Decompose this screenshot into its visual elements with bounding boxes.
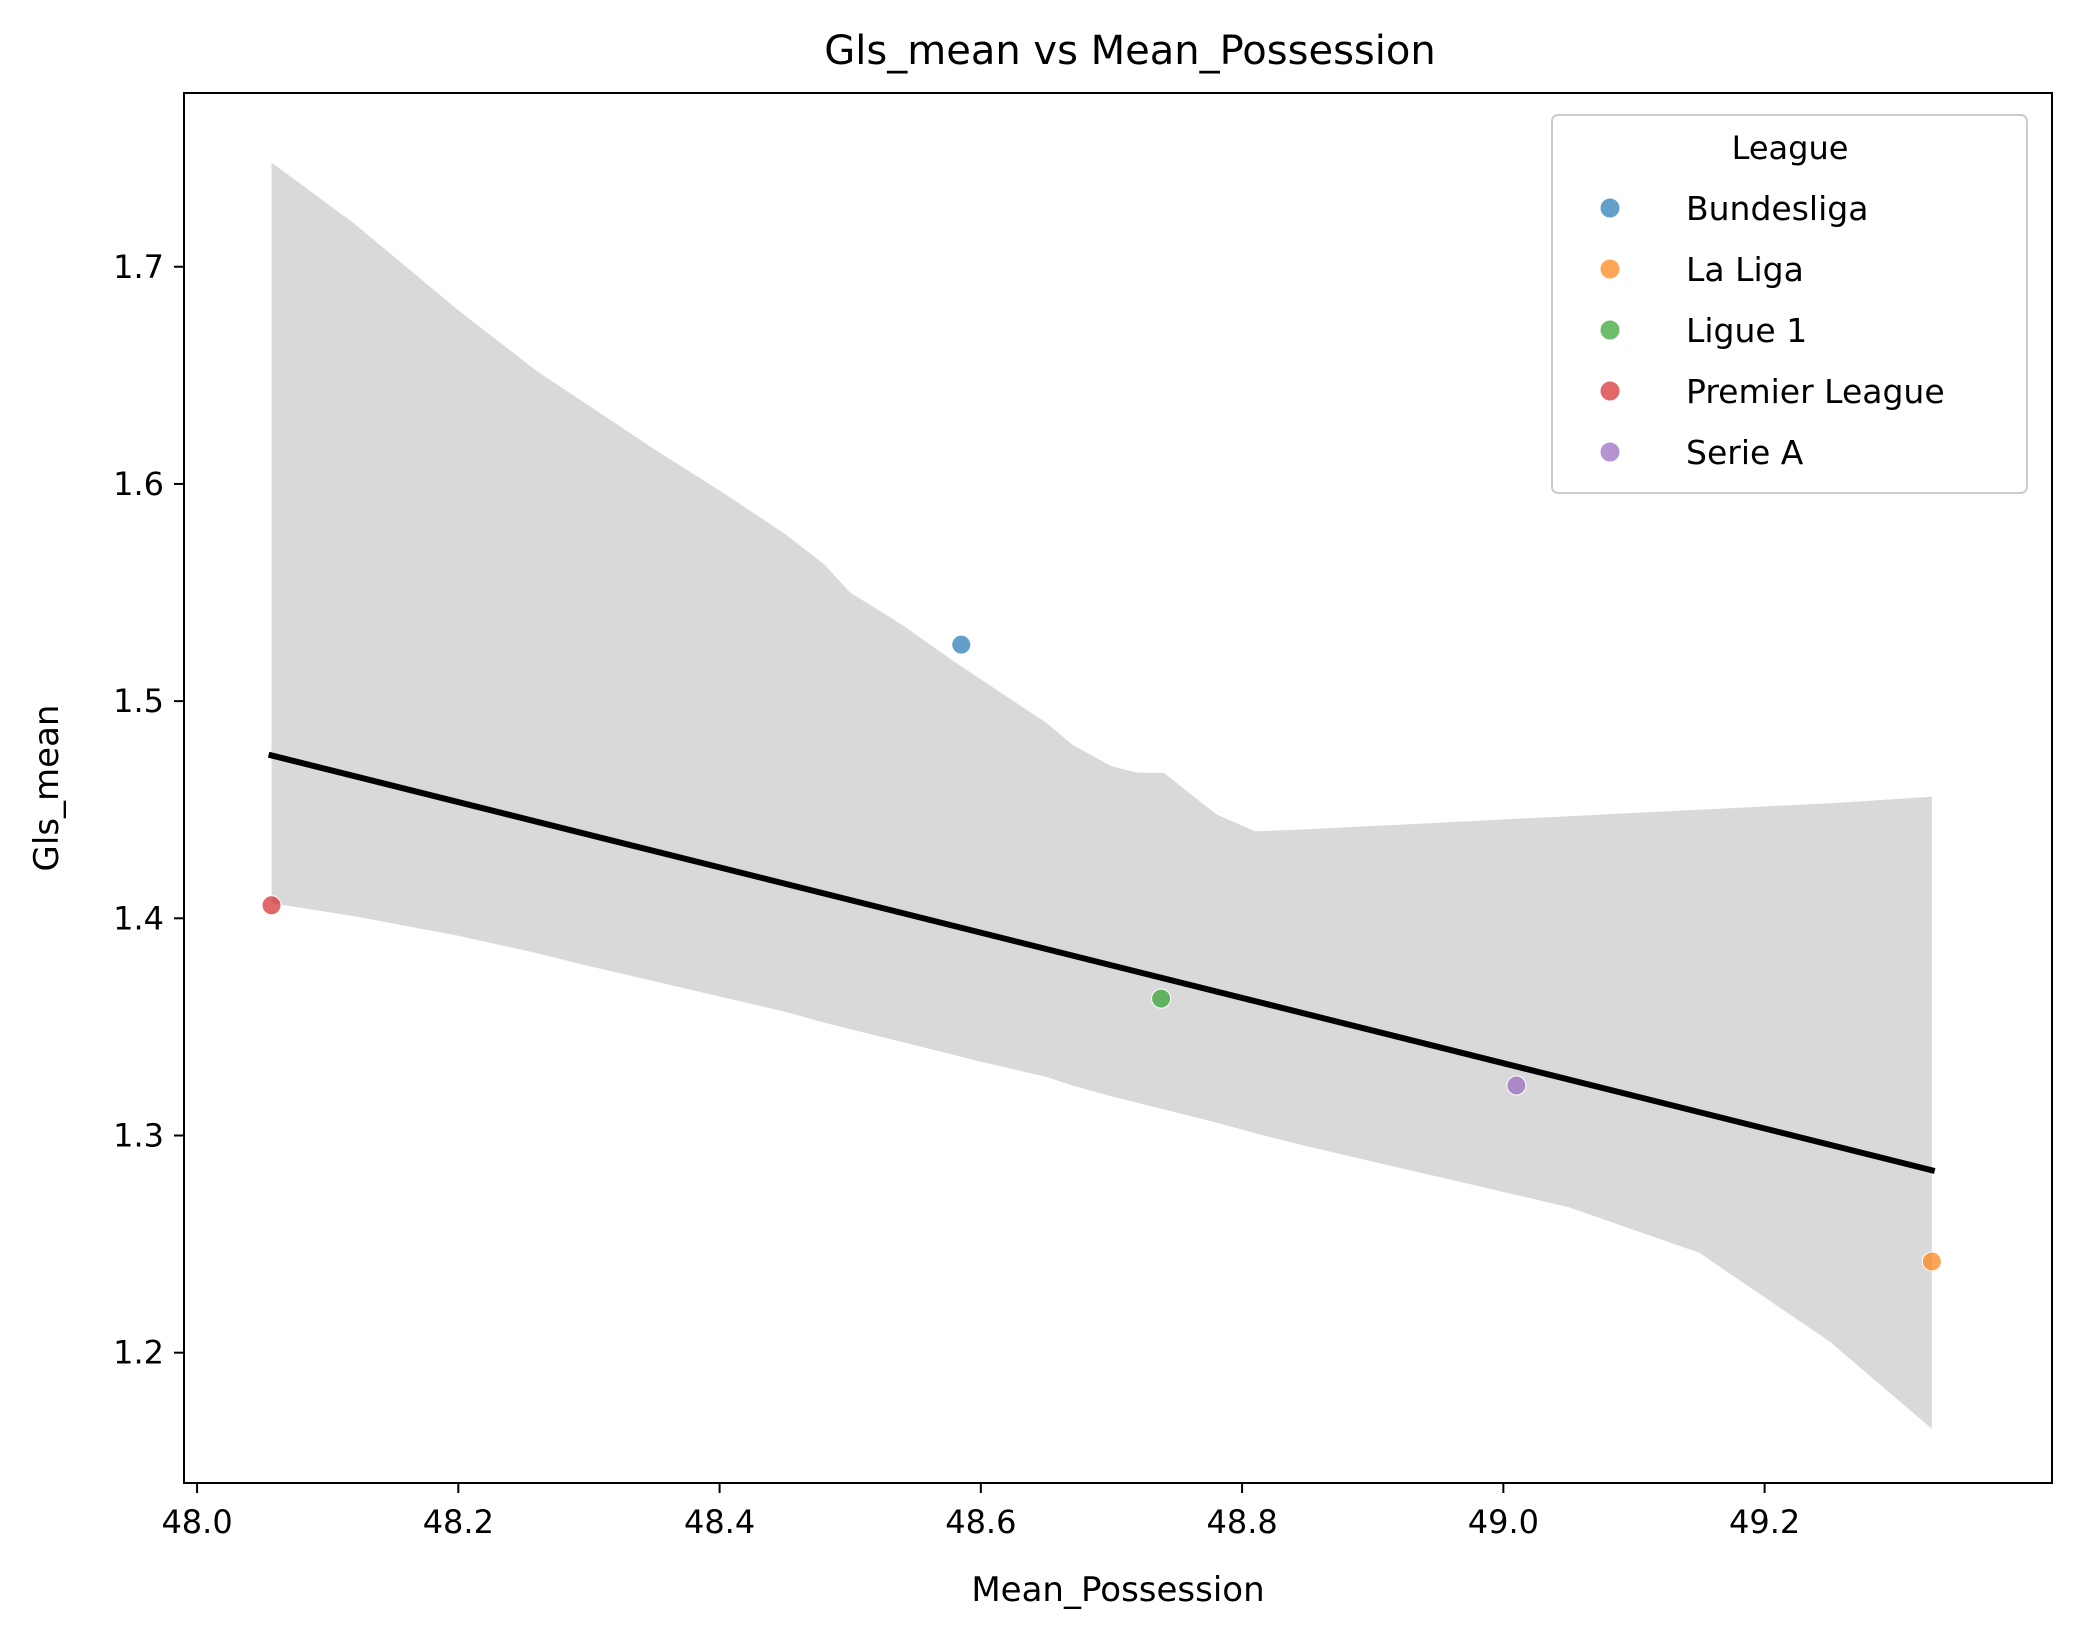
- legend-label: Ligue 1: [1686, 311, 1807, 350]
- data-point-la-liga: [1921, 1251, 1942, 1272]
- legend-title: League: [1732, 129, 1849, 167]
- x-tick-label: 48.6: [945, 1503, 1016, 1541]
- legend-marker: [1599, 441, 1621, 463]
- legend-label: Bundesliga: [1686, 189, 1868, 228]
- legend-marker: [1599, 380, 1621, 402]
- legend-frame: [1551, 114, 2028, 494]
- x-tick-label: 49.0: [1468, 1503, 1539, 1541]
- x-tick-label: 48.8: [1206, 1503, 1277, 1541]
- y-axis-label: Gls_mean: [27, 705, 67, 872]
- legend-marker: [1599, 258, 1621, 280]
- y-tick-label: 1.4: [113, 899, 164, 937]
- plot-area-frame: [183, 92, 2053, 1484]
- confidence-band: [271, 162, 1932, 1429]
- legend: League Bundesliga La Liga Ligue 1 Premier L…: [1551, 114, 2028, 494]
- legend-marker: [1599, 319, 1621, 341]
- data-point-bundesliga: [951, 634, 972, 655]
- legend-label: Serie A: [1686, 433, 1804, 472]
- regression-line: [267, 751, 1936, 1174]
- y-tick-label: 1.2: [113, 1334, 164, 1372]
- x-tick-label: 48.2: [423, 1503, 494, 1541]
- legend-label: La Liga: [1686, 250, 1804, 289]
- chart-title: Gls_mean vs Mean_Possession: [824, 28, 1435, 74]
- y-tick-label: 1.7: [113, 248, 164, 286]
- x-tick-label: 48.0: [161, 1503, 232, 1541]
- x-tick-label: 48.4: [684, 1503, 755, 1541]
- y-tick-label: 1.6: [113, 465, 164, 503]
- data-point-premier-league: [261, 895, 282, 916]
- y-tick-label: 1.3: [113, 1117, 164, 1155]
- legend-marker: [1599, 197, 1621, 219]
- data-point-serie-a: [1506, 1075, 1527, 1096]
- y-tick-label: 1.5: [113, 682, 164, 720]
- x-axis-label: Mean_Possession: [971, 1570, 1264, 1610]
- data-point-ligue-1: [1151, 988, 1172, 1009]
- x-tick-label: 49.2: [1729, 1503, 1800, 1541]
- legend-label: Premier League: [1686, 372, 1945, 411]
